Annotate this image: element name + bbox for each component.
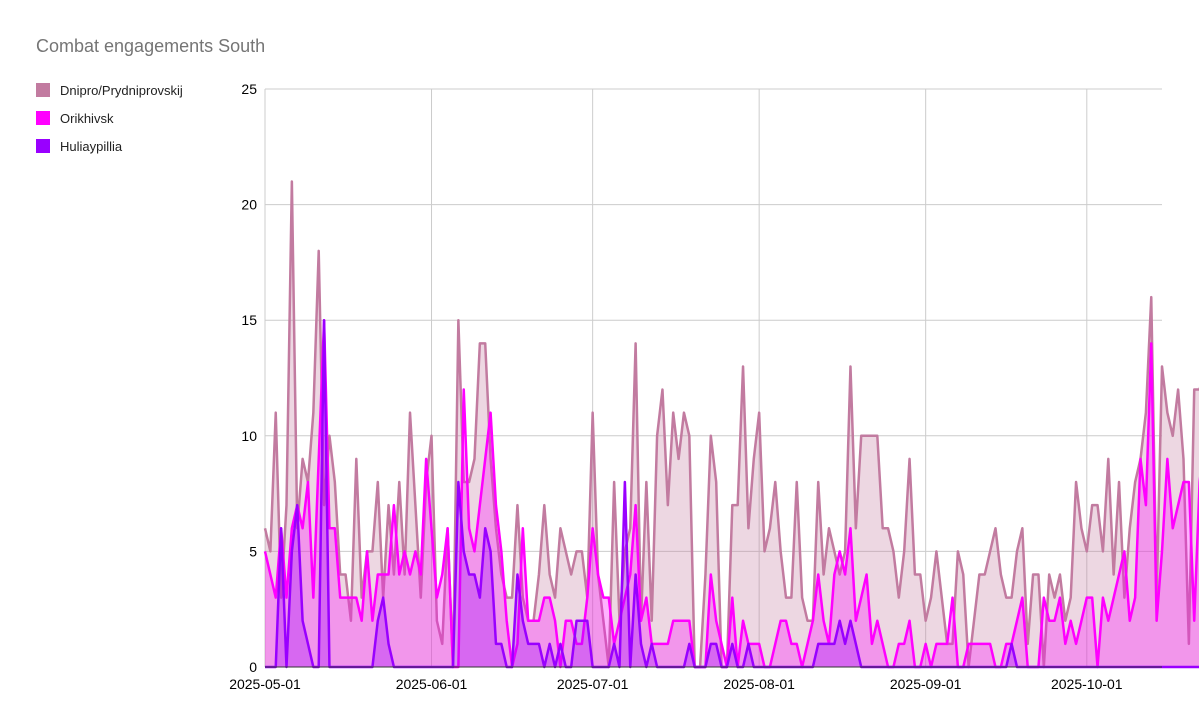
series-area-0: [265, 181, 1199, 667]
legend-swatch-orikhivsk: [36, 111, 50, 125]
series-line-1: [263, 318, 1199, 669]
x-tick-label-1: 2025-06-01: [396, 676, 468, 692]
legend-label-huliaypillia: Huliaypillia: [60, 138, 123, 154]
series-area-1: [265, 320, 1199, 667]
legend-swatch-huliaypillia: [36, 139, 50, 153]
series-line-0: [263, 180, 1199, 669]
legend-swatch-dnipro: [36, 83, 50, 97]
y-tick-label-10: 10: [241, 428, 257, 444]
legend-item-orikhivsk[interactable]: Orikhivsk: [36, 108, 183, 128]
y-tick-label-5: 5: [249, 543, 257, 559]
x-tick-label-4: 2025-09-01: [890, 676, 962, 692]
x-tick-label-2: 2025-07-01: [557, 676, 629, 692]
legend-label-dnipro: Dnipro/Prydniprovskij: [60, 82, 183, 98]
y-tick-label-0: 0: [249, 659, 257, 675]
y-tick-label-25: 25: [241, 81, 257, 97]
x-tick-label-0: 2025-05-01: [229, 676, 301, 692]
y-tick-label-20: 20: [241, 197, 257, 213]
legend-item-dnipro[interactable]: Dnipro/Prydniprovskij: [36, 80, 183, 100]
y-tick-label-15: 15: [241, 312, 257, 328]
x-tick-label-5: 2025-10-01: [1051, 676, 1123, 692]
x-tick-label-3: 2025-08-01: [723, 676, 795, 692]
legend-label-orikhivsk: Orikhivsk: [60, 110, 114, 126]
legend: Dnipro/Prydniprovskij Orikhivsk Huliaypi…: [36, 80, 183, 164]
legend-item-huliaypillia[interactable]: Huliaypillia: [36, 136, 183, 156]
chart-title: Combat engagements South: [36, 36, 266, 56]
